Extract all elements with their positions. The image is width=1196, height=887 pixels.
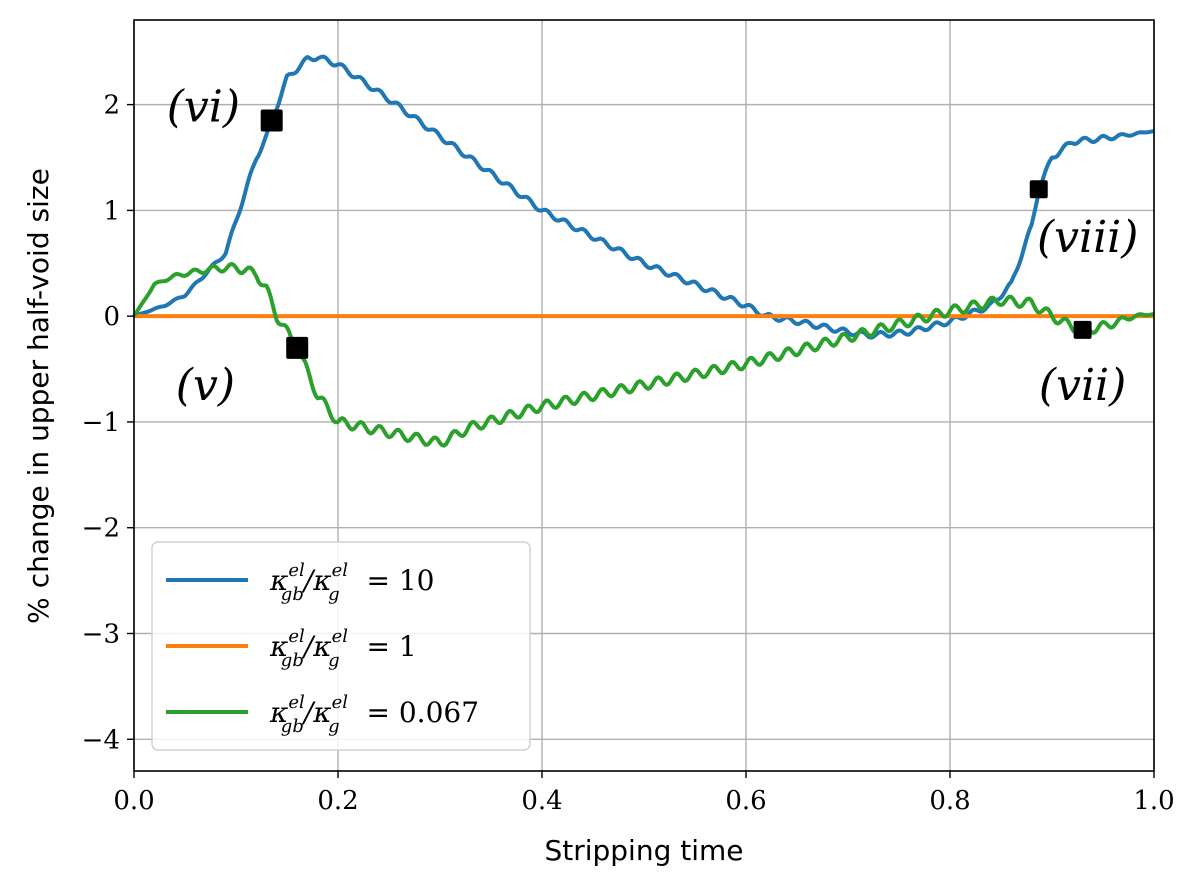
x-tick-label: 1.0 <box>1133 786 1174 816</box>
annotation-marker <box>1029 180 1048 199</box>
annotation-label: (viii) <box>1037 212 1138 263</box>
legend-box <box>151 541 531 751</box>
annotation-marker <box>286 336 309 359</box>
legend-entry: κel gb/κel g = 0.067 <box>269 692 479 737</box>
marker-layer: (vi) (v) (viii) (vii) <box>167 82 1139 411</box>
x-ticks: 0.0 0.2 0.4 0.6 0.8 1.0 <box>113 771 1175 816</box>
y-ticks: −4 −3 −2 −1 0 1 2 <box>82 91 134 755</box>
annotation-label: (vi) <box>167 82 240 133</box>
series-layer <box>132 54 1155 448</box>
annotation-label: (v) <box>176 360 235 411</box>
annotation-label: (vii) <box>1039 360 1126 411</box>
legend: κel gb/κel g = 10 κel gb/κel g = 1 κel gb/κel g … <box>151 541 531 751</box>
annotation-marker <box>1073 320 1092 339</box>
x-tick-label: 0.2 <box>317 786 358 816</box>
x-tick-label: 0.4 <box>521 786 562 816</box>
y-tick-label: −3 <box>82 619 120 649</box>
y-axis-label: % change in upper half-void size <box>22 168 55 624</box>
series-line-1 <box>133 54 1155 340</box>
legend-entry: κel gb/κel g = 10 <box>269 560 434 605</box>
x-axis-label: Stripping time <box>544 834 743 867</box>
y-tick-label: 1 <box>103 196 120 226</box>
y-tick-label: 0 <box>103 302 120 332</box>
y-tick-label: −2 <box>82 514 120 544</box>
x-tick-label: 0.0 <box>113 786 154 816</box>
series-line-3 <box>132 261 1155 448</box>
x-tick-label: 0.8 <box>929 786 970 816</box>
plot-frame <box>133 19 1155 772</box>
y-tick-label: 2 <box>103 91 120 121</box>
annotation-marker <box>260 109 283 132</box>
x-tick-label: 0.6 <box>725 786 766 816</box>
legend-entry: κel gb/κel g = 1 <box>269 626 417 671</box>
y-tick-label: −1 <box>82 408 120 438</box>
y-tick-label: −4 <box>82 725 120 755</box>
